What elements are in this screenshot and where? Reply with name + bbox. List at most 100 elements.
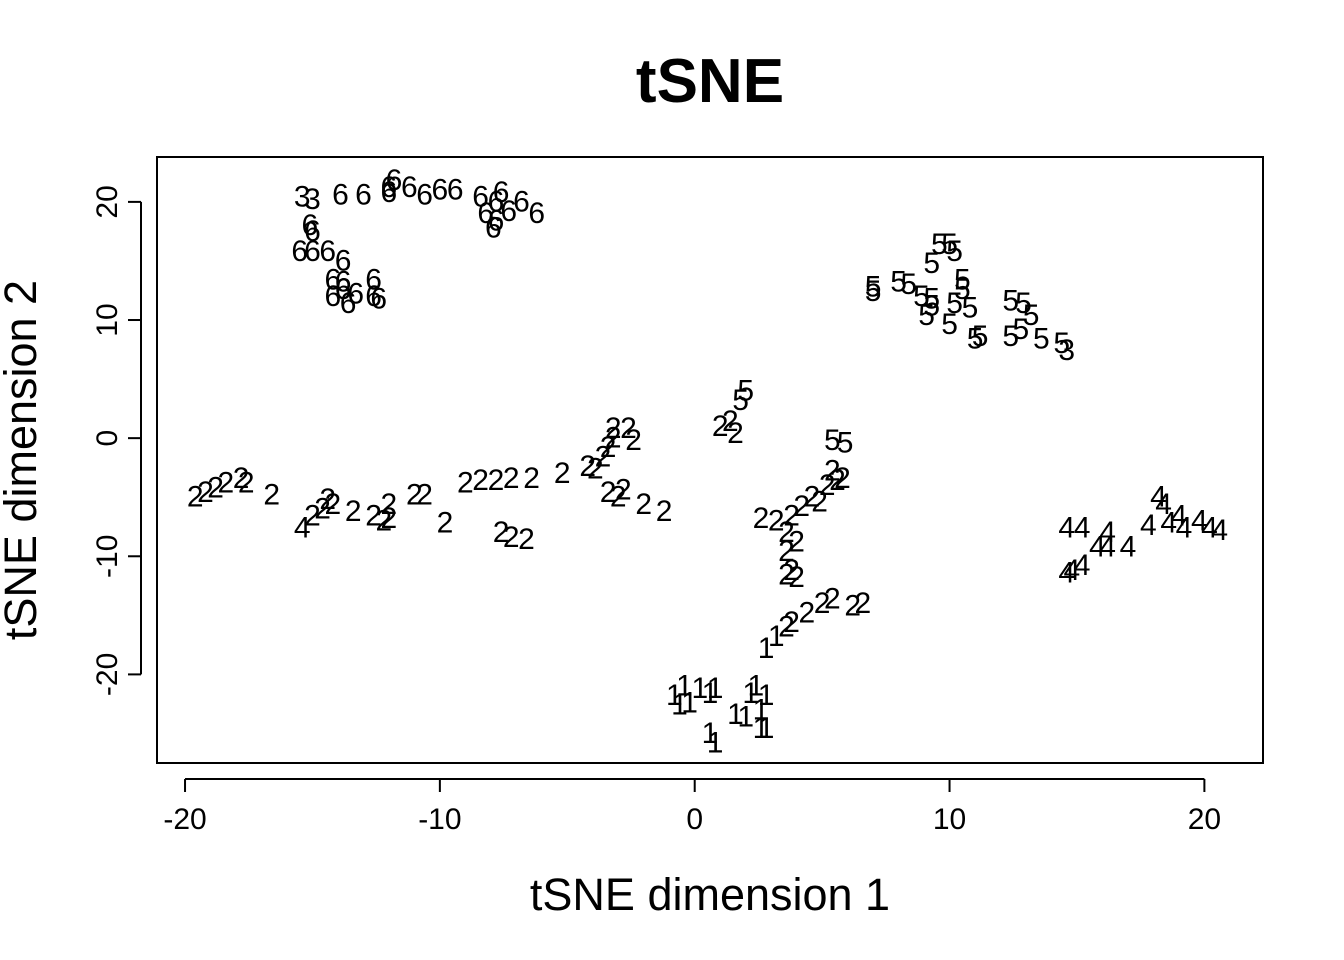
data-point: 1	[702, 717, 719, 750]
data-point: 2	[811, 485, 828, 518]
data-point: 4	[1074, 549, 1091, 582]
data-point: 2	[783, 500, 800, 533]
data-point: 5	[941, 228, 958, 261]
data-point: 2	[829, 464, 846, 497]
data-point: 6	[355, 178, 372, 211]
data-point: 1	[707, 672, 724, 705]
data-point: 6	[381, 176, 398, 209]
y-tick-label: 0	[91, 430, 124, 447]
x-tick-label: 0	[686, 803, 703, 836]
data-point: 2	[778, 611, 795, 644]
data-point: 4	[1099, 530, 1116, 563]
data-point: 5	[941, 308, 958, 341]
data-point: 2	[783, 554, 800, 587]
data-point: 2	[375, 504, 392, 537]
data-point: 4	[1155, 488, 1172, 521]
y-tick-label: 10	[91, 303, 124, 336]
data-point: 6	[291, 235, 308, 268]
data-point: 1	[666, 679, 683, 712]
data-point: 5	[918, 299, 935, 332]
data-point: 5	[1023, 299, 1040, 332]
data-point: 4	[294, 511, 311, 544]
data-point: 4	[1150, 481, 1167, 514]
data-point: 5	[954, 273, 971, 306]
data-point: 4	[1140, 509, 1157, 542]
data-point: 5	[923, 289, 940, 322]
data-point: 2	[493, 516, 510, 549]
data-point: 5	[923, 282, 940, 315]
data-point: 6	[528, 197, 545, 230]
data-point: 2	[381, 488, 398, 521]
data-point: 5	[913, 280, 930, 313]
data-point: 2	[197, 476, 214, 509]
data-point: 6	[488, 185, 505, 218]
data-point: 6	[447, 174, 464, 207]
data-point: 2	[753, 502, 770, 535]
data-point: 6	[347, 278, 364, 311]
data-point: 2	[855, 587, 872, 620]
data-point: 1	[768, 620, 785, 653]
data-point: 5	[946, 287, 963, 320]
chart-title: tSNE	[636, 47, 784, 116]
data-point: 2	[824, 455, 841, 488]
data-point: 2	[656, 495, 673, 528]
data-point: 5	[824, 424, 841, 457]
data-point: 5	[972, 320, 989, 353]
data-point: 6	[335, 266, 352, 299]
data-point: 6	[513, 185, 530, 218]
data-point: 1	[707, 726, 724, 759]
data-point: 1	[753, 693, 770, 726]
data-point: 5	[865, 270, 882, 303]
data-point: 2	[554, 457, 571, 490]
data-point: 6	[488, 204, 505, 237]
data-point: 2	[345, 495, 362, 528]
data-point: 2	[778, 535, 795, 568]
data-point: 1	[758, 712, 775, 745]
data-point: 2	[600, 431, 617, 464]
data-point: 6	[381, 171, 398, 204]
data-point: 2	[834, 462, 851, 495]
plot-frame	[156, 156, 1264, 764]
data-point: 5	[931, 228, 948, 261]
data-point: 6	[332, 178, 349, 211]
data-point: 2	[778, 516, 795, 549]
data-point: 1	[748, 670, 765, 703]
data-point: 2	[605, 422, 622, 455]
data-point: 2	[238, 467, 255, 500]
data-point: 1	[702, 677, 719, 710]
data-point: 2	[187, 481, 204, 514]
data-point: 2	[518, 523, 535, 556]
data-point: 6	[304, 235, 321, 268]
data-point: 2	[406, 478, 423, 511]
data-point: 4	[1074, 511, 1091, 544]
y-axis-label: tSNE dimension 2	[0, 280, 46, 640]
data-point: 1	[753, 712, 770, 745]
data-point: 1	[691, 672, 708, 705]
data-point: 1	[758, 679, 775, 712]
data-point: 6	[335, 273, 352, 306]
data-point: 4	[1160, 507, 1177, 540]
y-tick-label: -20	[91, 653, 124, 696]
data-point: 2	[324, 488, 341, 521]
data-point: 6	[472, 181, 489, 214]
x-axis: -20 -10 0 10 20	[163, 778, 1221, 836]
data-point: 2	[615, 474, 632, 507]
data-point: 1	[742, 677, 759, 710]
data-point: 4	[1099, 516, 1116, 549]
data-point: 6	[319, 235, 336, 268]
data-point: 2	[503, 521, 520, 554]
data-point: 2	[798, 596, 815, 629]
data-point: 6	[340, 287, 357, 320]
data-point: 5	[837, 426, 854, 459]
data-point: 4	[1089, 530, 1106, 563]
data-point: 5	[900, 268, 917, 301]
data-point: 4	[1058, 511, 1075, 544]
data-point: 2	[503, 462, 520, 495]
data-point: 2	[217, 467, 234, 500]
data-point: 2	[207, 471, 224, 504]
y-axis: -20 -10 0 10 20	[91, 185, 142, 696]
data-point: 5	[865, 275, 882, 308]
data-point: 2	[788, 526, 805, 559]
data-point: 2	[365, 500, 382, 533]
data-point: 2	[727, 417, 744, 450]
